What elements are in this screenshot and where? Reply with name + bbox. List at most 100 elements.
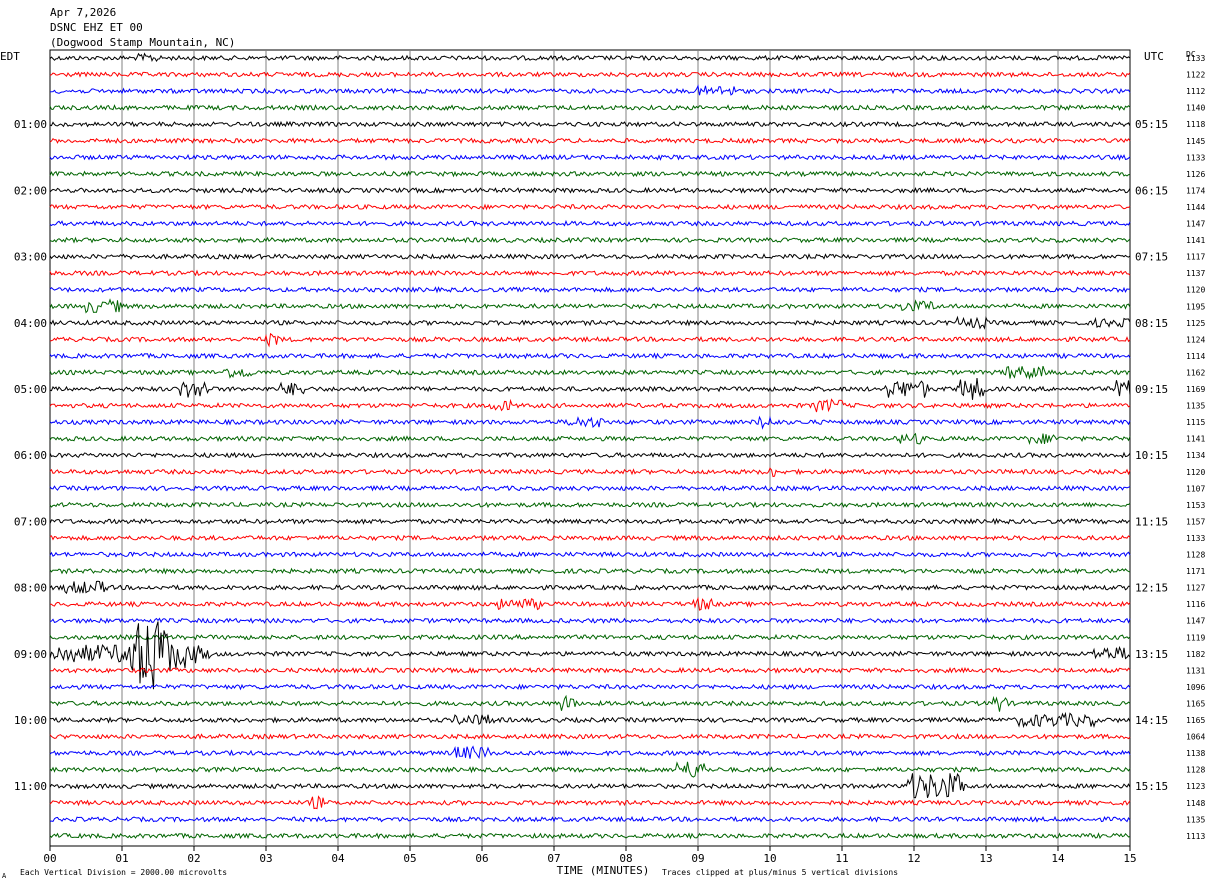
dc-offset-label: 1133 bbox=[1186, 54, 1205, 63]
seismic-trace bbox=[49, 219, 1131, 227]
x-tick-label: 04 bbox=[331, 852, 345, 865]
left-hour-label: 04:00 bbox=[14, 317, 47, 330]
footer-clip-note: Traces clipped at plus/minus 5 vertical … bbox=[662, 868, 898, 877]
left-hour-label: 03:00 bbox=[14, 251, 47, 264]
dc-offset-label: 1120 bbox=[1186, 286, 1205, 295]
left-hour-label: 08:00 bbox=[14, 582, 47, 595]
dc-offset-label: 1124 bbox=[1186, 335, 1205, 344]
seismic-trace bbox=[49, 286, 1131, 294]
seismic-trace bbox=[49, 633, 1131, 641]
right-hour-label: 05:15 bbox=[1135, 118, 1168, 131]
seismic-trace bbox=[49, 84, 1131, 96]
x-axis-title: TIME (MINUTES) bbox=[557, 864, 650, 877]
right-hour-label: 12:15 bbox=[1135, 582, 1168, 595]
seismic-trace bbox=[49, 580, 1130, 595]
dc-offset-label: 1128 bbox=[1186, 551, 1205, 560]
dc-offset-label: 1112 bbox=[1186, 87, 1205, 96]
x-tick-label: 15 bbox=[1123, 852, 1136, 865]
x-tick-label: 14 bbox=[1051, 852, 1065, 865]
seismic-trace bbox=[49, 170, 1131, 178]
seismic-trace bbox=[49, 567, 1131, 575]
seismic-trace bbox=[49, 236, 1131, 244]
dc-offset-label: 1113 bbox=[1186, 832, 1205, 841]
x-tick-label: 03 bbox=[259, 852, 272, 865]
left-hour-label: 01:00 bbox=[14, 118, 47, 131]
dc-offset-label: 1147 bbox=[1186, 220, 1205, 229]
seismic-trace bbox=[49, 666, 1131, 674]
dc-offset-label: 1169 bbox=[1186, 385, 1205, 394]
dc-offset-label: 1133 bbox=[1186, 153, 1205, 162]
right-hour-label: 07:15 bbox=[1135, 251, 1168, 264]
seismic-trace bbox=[49, 501, 1131, 509]
x-tick-label: 08 bbox=[619, 852, 632, 865]
seismic-trace bbox=[49, 365, 1131, 380]
dc-offset-label: 1096 bbox=[1186, 683, 1205, 692]
left-hour-label: 09:00 bbox=[14, 648, 47, 661]
seismic-trace bbox=[49, 467, 1131, 478]
dc-offset-label: 1135 bbox=[1186, 815, 1205, 824]
seismic-traces bbox=[49, 52, 1131, 840]
dc-offset-label: 1128 bbox=[1186, 766, 1205, 775]
x-tick-label: 00 bbox=[43, 852, 56, 865]
right-hour-label: 13:15 bbox=[1135, 648, 1168, 661]
header-station: DSNC EHZ ET 00 bbox=[50, 21, 143, 34]
seismic-trace bbox=[49, 517, 1131, 526]
header-location: (Dogwood Stamp Mountain, NC) bbox=[50, 36, 236, 49]
seismic-trace bbox=[49, 186, 1131, 194]
right-hour-label: 10:15 bbox=[1135, 449, 1168, 462]
right-hour-label: 15:15 bbox=[1135, 780, 1168, 793]
dc-offset-label: 1107 bbox=[1186, 484, 1205, 493]
dc-offset-label: 1165 bbox=[1186, 699, 1205, 708]
x-tick-label: 07 bbox=[547, 852, 560, 865]
seismic-trace bbox=[49, 617, 1131, 625]
seismic-trace bbox=[49, 398, 1131, 413]
dc-offset-label: 1145 bbox=[1186, 137, 1205, 146]
x-tick-label: 13 bbox=[979, 852, 992, 865]
x-tick-label: 09 bbox=[691, 852, 704, 865]
dc-offset-label: 1127 bbox=[1186, 584, 1205, 593]
dc-offset-label: 1171 bbox=[1186, 567, 1205, 576]
seismic-trace bbox=[49, 415, 1131, 430]
grid-lines bbox=[49, 49, 1131, 847]
dc-offset-label: 1138 bbox=[1186, 749, 1205, 758]
right-timezone-label: UTC bbox=[1144, 50, 1164, 63]
dc-offset-label: 1147 bbox=[1186, 617, 1205, 626]
seismic-trace bbox=[49, 137, 1131, 145]
left-hour-label: 06:00 bbox=[14, 449, 47, 462]
seismic-trace bbox=[49, 378, 1131, 400]
seismic-trace bbox=[49, 761, 1131, 778]
x-tick-label: 12 bbox=[907, 852, 920, 865]
dc-offset-label: 1134 bbox=[1186, 451, 1205, 460]
dc-offset-label: 1174 bbox=[1186, 186, 1205, 195]
dc-offset-label: 1115 bbox=[1186, 418, 1205, 427]
dc-offset-label: 1131 bbox=[1186, 666, 1205, 675]
dc-offset-label: 1133 bbox=[1186, 534, 1205, 543]
left-hour-label: 11:00 bbox=[14, 780, 47, 793]
dc-offset-label: 1144 bbox=[1186, 203, 1205, 212]
dc-offset-label: 1195 bbox=[1186, 302, 1205, 311]
seismic-trace bbox=[49, 52, 1131, 63]
x-tick-label: 10 bbox=[763, 852, 776, 865]
left-hour-label: 05:00 bbox=[14, 383, 47, 396]
seismic-trace bbox=[49, 832, 1131, 840]
seismic-trace bbox=[49, 694, 1131, 712]
x-tick-label: 06 bbox=[475, 852, 488, 865]
seismic-trace bbox=[49, 451, 1131, 459]
dc-offset-label: 1162 bbox=[1186, 368, 1205, 377]
seismic-trace bbox=[49, 683, 1131, 691]
plot-frame bbox=[49, 49, 1131, 847]
dc-offset-label: 1140 bbox=[1186, 104, 1205, 113]
seismic-trace bbox=[49, 745, 1131, 760]
seismic-trace bbox=[49, 71, 1131, 78]
seismic-trace bbox=[49, 772, 1131, 799]
right-hour-label: 06:15 bbox=[1135, 184, 1168, 197]
seismic-trace bbox=[49, 104, 1131, 112]
seismic-trace bbox=[49, 621, 1131, 690]
header-date: Apr 7,2026 bbox=[50, 6, 117, 19]
dc-offset-label: 1117 bbox=[1186, 253, 1205, 262]
dc-offset-label: 1120 bbox=[1186, 468, 1205, 477]
dc-offset-label: 1126 bbox=[1186, 170, 1205, 179]
dc-offset-label: 1157 bbox=[1186, 517, 1205, 526]
left-timezone-label: EDT bbox=[0, 50, 20, 63]
dc-offset-label: 1118 bbox=[1186, 120, 1205, 129]
